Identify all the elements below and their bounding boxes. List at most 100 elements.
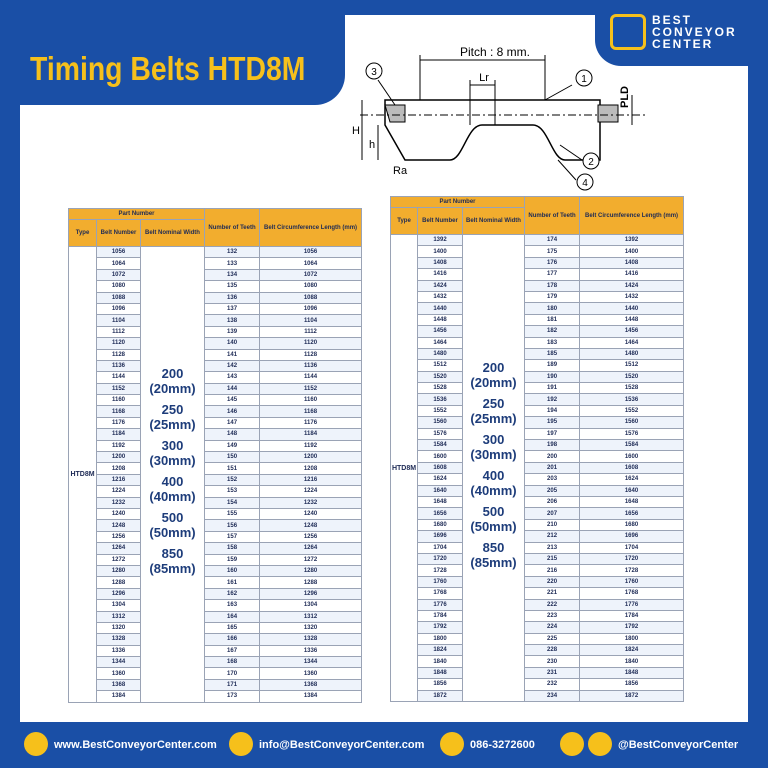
header-cell: Belt Number: [96, 219, 141, 247]
width-text: 400: [161, 474, 184, 490]
table-row: 1720 215 1720: [391, 552, 685, 566]
value-cell: 162: [204, 587, 261, 601]
value-cell: 139: [204, 325, 261, 339]
value-cell: 1872: [417, 689, 463, 703]
value-cell: 207: [524, 507, 581, 520]
table-row: 1112 139 1112: [69, 325, 363, 339]
value-cell: 134: [204, 268, 261, 282]
table-row: 1240 155 1240: [69, 507, 363, 521]
value-cell: 137: [204, 302, 261, 316]
value-cell: 1384: [259, 690, 363, 703]
value-cell: 150: [204, 451, 261, 464]
value-cell: 1344: [259, 656, 363, 669]
table-row: 1432 179 1432: [391, 290, 685, 304]
value-cell: 1464: [417, 336, 463, 349]
value-cell: 205: [524, 484, 581, 498]
table-row: 1600 200 1600: [391, 450, 685, 463]
callout-number: 1: [581, 74, 587, 85]
value-cell: 1728: [579, 564, 685, 577]
value-cell: 1248: [259, 519, 363, 532]
value-cell: 133: [204, 257, 261, 270]
table-row: 1184 148 1184: [69, 428, 363, 441]
width-text: 500: [482, 504, 505, 519]
value-cell: 1344: [96, 656, 141, 669]
width-option: 500 (50mm): [464, 504, 524, 534]
value-cell: 1704: [579, 541, 685, 554]
value-cell: 231: [524, 666, 581, 680]
width-option: 850 (85mm): [142, 546, 204, 577]
value-cell: 1216: [259, 473, 363, 487]
dimension-label: PLD: [619, 86, 631, 108]
value-cell: 1824: [417, 644, 463, 657]
width-text: (50mm): [470, 519, 517, 534]
value-cell: 1424: [417, 279, 463, 292]
value-cell: 1184: [96, 428, 141, 441]
value-cell: 224: [524, 621, 581, 634]
value-cell: 138: [204, 314, 261, 327]
belt-profile: [384, 99, 601, 161]
value-cell: 1384: [96, 690, 141, 703]
value-cell: 1240: [96, 507, 141, 521]
table-row: 1440 180 1440: [391, 302, 685, 315]
width-text: (50mm): [149, 525, 196, 541]
callout: 3: [365, 62, 383, 80]
value-cell: 156: [204, 519, 261, 532]
width-text: 500: [161, 510, 184, 526]
value-cell: 1776: [579, 598, 685, 611]
table-row: 1792 224 1792: [391, 621, 685, 634]
value-cell: 1440: [579, 302, 685, 315]
table-row: 1176 147 1176: [69, 416, 363, 430]
table-row: 1608 201 1608: [391, 461, 685, 475]
table-row: 1216 152 1216: [69, 473, 363, 487]
value-cell: 1576: [579, 427, 685, 441]
table-row: 1080 135 1080: [69, 280, 363, 293]
width-option: 400 (40mm): [464, 468, 524, 498]
width-text: (85mm): [149, 561, 196, 577]
phone-icon: [440, 732, 464, 756]
table-row: 1448 181 1448: [391, 313, 685, 327]
value-cell: 1824: [579, 644, 685, 657]
value-cell: 225: [524, 632, 581, 646]
value-cell: 1784: [579, 609, 685, 623]
value-cell: 168: [204, 656, 261, 669]
cord-section: [597, 104, 619, 123]
table-row: 1728 216 1728: [391, 564, 685, 577]
value-cell: 1328: [259, 633, 363, 646]
cord-section: [384, 104, 406, 123]
header-row: Type Belt Number Belt Nominal Width: [390, 207, 684, 235]
value-cell: 1584: [417, 439, 463, 452]
logo-line: CONVEYOR: [652, 25, 737, 39]
width-option: 250 (25mm): [142, 402, 204, 432]
header-cell: Belt Circumference Length (mm): [259, 208, 363, 247]
value-cell: 1368: [96, 678, 141, 692]
value-cell: 192: [524, 393, 581, 406]
value-cell: 1800: [579, 632, 685, 646]
table-row: 1192 149 1192: [69, 439, 363, 453]
value-cell: 181: [524, 313, 581, 327]
value-cell: 1448: [417, 313, 463, 327]
value-cell: 222: [524, 598, 581, 611]
value-cell: 1152: [96, 382, 141, 396]
value-cell: 1608: [579, 461, 685, 475]
value-cell: 1840: [417, 655, 463, 668]
value-cell: 203: [524, 473, 581, 486]
value-cell: 146: [204, 405, 261, 418]
table-row: 1480 185 1480: [391, 347, 685, 361]
value-cell: 1680: [417, 518, 463, 532]
width-text: 850: [161, 546, 184, 562]
table-row: 1640 205 1640: [391, 484, 685, 498]
dimension-label: H: [352, 125, 360, 137]
value-cell: 1312: [96, 610, 141, 623]
table-row: 1200 150 1200: [69, 451, 363, 464]
value-cell: 175: [524, 245, 581, 258]
value-cell: 1056: [96, 245, 141, 259]
table-row: 1304 163 1304: [69, 599, 363, 612]
type-cell: HTD8M: [68, 246, 97, 703]
value-cell: 1520: [417, 370, 463, 384]
table-row: 1624 203 1624: [391, 473, 685, 486]
width-cell: 200 (20mm) 250 (25mm) 300 (30mm) 400 (40mm) 500(…: [461, 233, 526, 703]
value-cell: 206: [524, 495, 581, 509]
value-cell: 1288: [96, 576, 141, 589]
social: @BestConveyorCenter: [618, 739, 739, 751]
table-row: 1560 195 1560: [391, 416, 685, 429]
